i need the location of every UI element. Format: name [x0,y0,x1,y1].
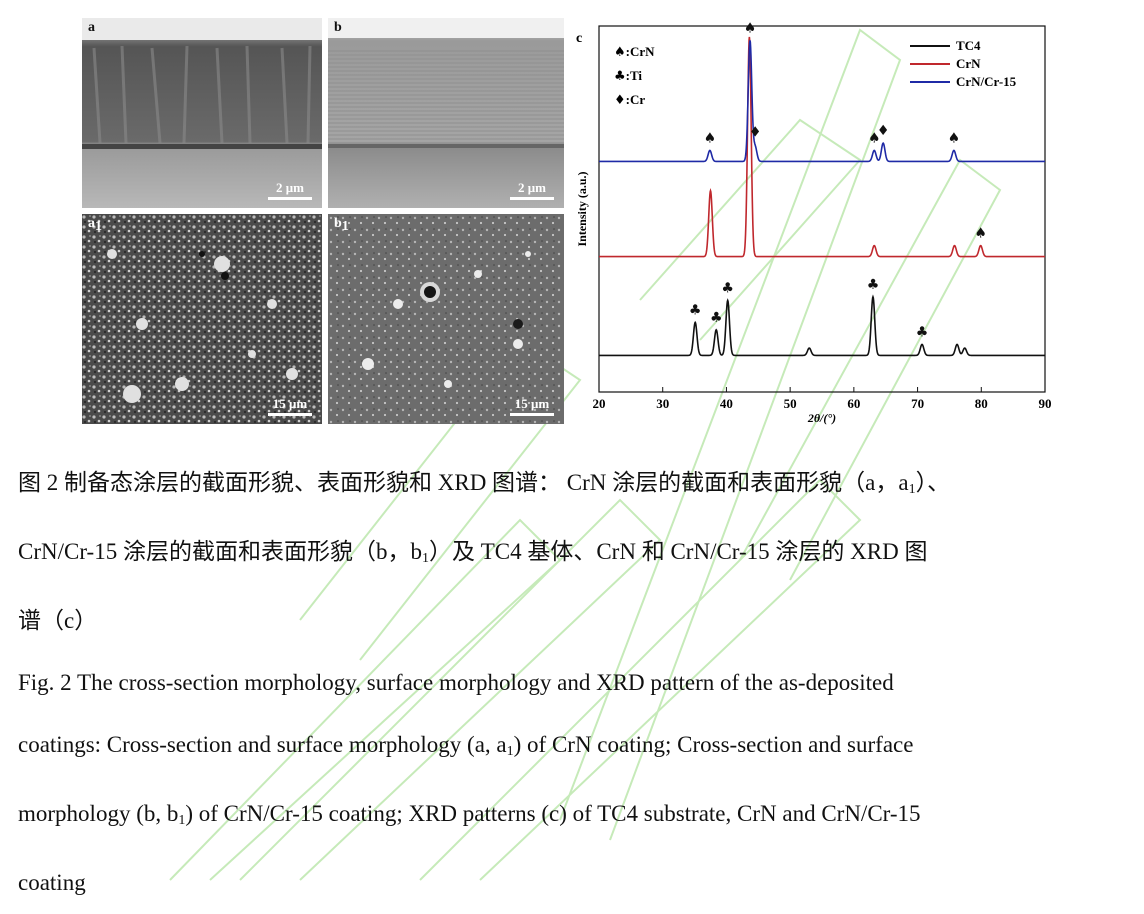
sem-panel-b1: b1 15 μm [328,214,564,424]
x-tick-label-0: 20 [593,396,606,411]
series-legend-label-0: TC4 [956,38,981,53]
x-tick-label-7: 90 [1039,396,1052,411]
series-line-1 [599,36,1045,258]
caption-en-line-4: coating [18,870,86,895]
peak-marker-0: ♣ [689,302,702,318]
scale-label-a1: 15 μm [272,396,308,411]
caption-en-line-2: coatings: Cross-section and surface morp… [18,732,914,759]
peak-marker-6: ♠ [704,130,717,146]
symbol-legend-1: ♣:Ti [614,68,642,84]
peak-marker-11: ♠ [948,130,961,146]
x-tick-label-1: 30 [656,396,669,411]
peak-marker-7: ♠ [744,20,757,36]
xrd-chart-svg: c 20 30 40 50 60 70 80 90 ♣ ♣♣ ♣♣♠♠♠♦ ♠♦ ♠ ♠:CrN♣:T… [575,20,1052,425]
symbol-legend-0: ♠:CrN [614,44,655,60]
caption-zh-line-3: 谱（c） [18,608,98,633]
peak-marker-2: ♣ [721,281,734,297]
scale-label-b1: 15 μm [514,396,550,411]
y-axis-label: Intensity (a.u.) [575,171,589,246]
sem-panel-b: b 2 μm [328,18,564,208]
scale-bar-b1: 15 μm [510,396,554,416]
panel-label-b1: b1 [334,216,349,234]
plot-frame [598,25,1046,393]
peak-marker-5: ♠ [974,226,987,242]
sem-image-b1 [328,214,564,424]
scale-label-a: 2 μm [276,180,304,195]
peak-marker-3: ♣ [867,277,880,293]
sem-panel-a: a 2 μm [82,18,322,208]
sem-image-a1 [82,214,322,424]
symbol-legend-2: ♦:Cr [614,92,645,108]
peak-marker-4: ♣ [916,324,929,340]
scale-bar-a: 2 μm [268,180,312,200]
peak-marker-8: ♦ [749,125,762,141]
x-tick-label-6: 80 [975,396,988,411]
x-tick-label-5: 70 [911,396,924,411]
x-tick-label-4: 60 [847,396,860,411]
peak-marker-9: ♠ [868,130,881,146]
sem-image-a [82,18,322,208]
x-tick-label-2: 40 [720,396,733,411]
x-tick-label-3: 50 [784,396,797,411]
xrd-chart: c 20 30 40 50 60 70 80 90 ♣ ♣ ♣ ♣ ♣ ♠ ♠ ♠ ♦ ♠ ♦ ♠ ♠:CrN ♣:T… [570,16,1060,436]
caption-zh-line-2: CrN/Cr-15 涂层的截面和表面形貌（b，b1）及 TC4 基体、CrN 和… [18,539,928,566]
panel-label-c: c [576,31,582,46]
figure-2: a 2 μm b 2 μm [0,0,1144,440]
caption-en-line-3: morphology (b, b1) of CrN/Cr-15 coating;… [18,801,921,828]
caption-zh-line-1: 图 2 制备态涂层的截面形貌、表面形貌和 XRD 图谱： CrN 涂层的截面和表… [18,470,951,497]
series-legend-label-1: CrN [956,56,981,71]
scale-label-b: 2 μm [518,180,546,195]
scale-bar-a1: 15 μm [268,396,312,416]
series-line-2 [599,40,1045,163]
panel-label-b: b [334,20,342,35]
peak-marker-10: ♦ [877,123,890,139]
series-legend-label-2: CrN/Cr-15 [956,74,1017,89]
x-axis-label: 2θ/(°) [807,411,836,425]
caption-en-line-1: Fig. 2 The cross-section morphology, sur… [18,670,894,695]
sem-panel-a1: a1 15 μm [82,214,322,424]
panel-label-a: a [88,20,95,35]
series-line-0 [599,294,1045,357]
panel-label-a1: a1 [88,216,102,234]
peak-marker-1: ♣ [710,310,723,326]
sem-image-b [328,18,564,208]
figure-caption: 图 2 制备态涂层的截面形貌、表面形貌和 XRD 图谱： CrN 涂层的截面和表… [18,452,1124,914]
scale-bar-b: 2 μm [510,180,554,200]
